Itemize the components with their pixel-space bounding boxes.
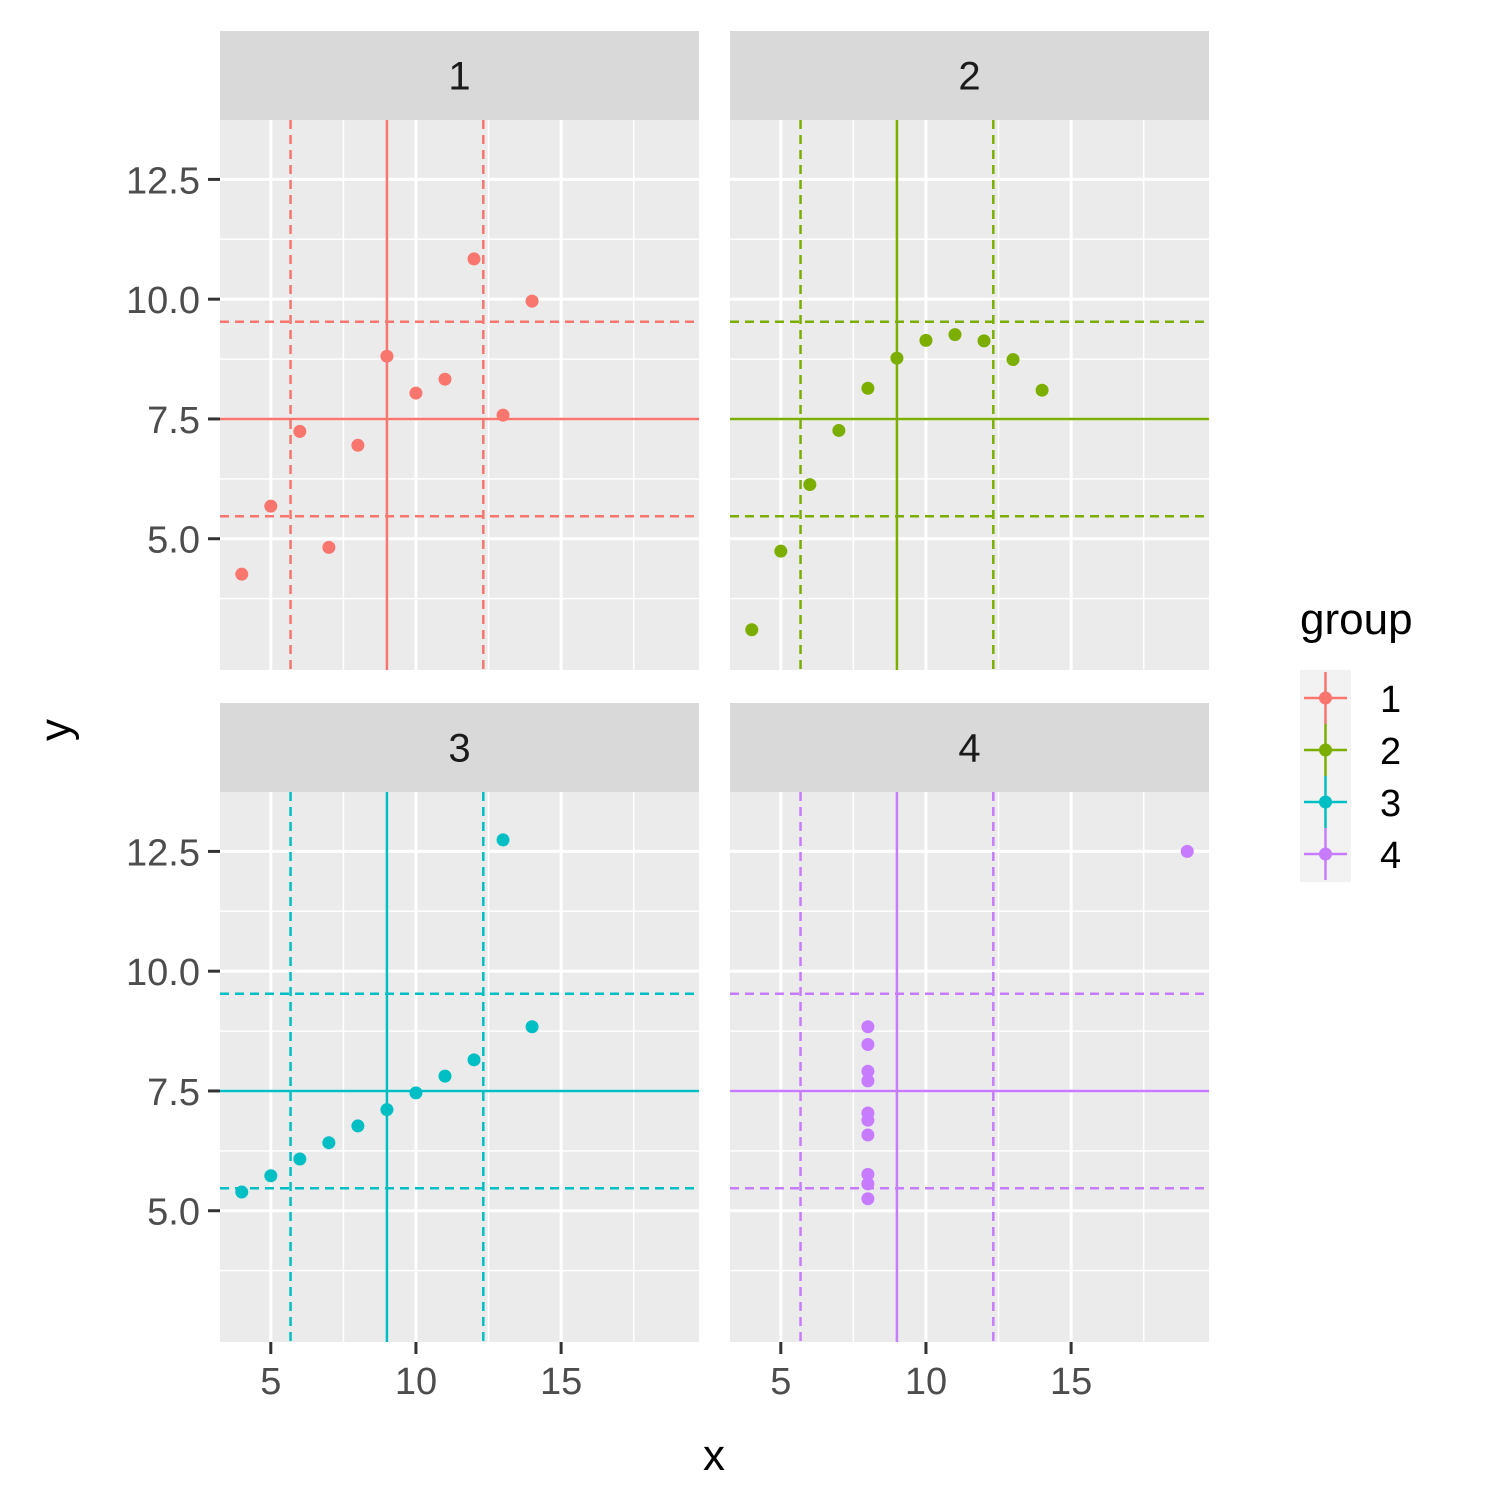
facet-strip	[730, 703, 1209, 792]
data-point	[293, 1152, 307, 1166]
data-point	[293, 424, 307, 438]
x-tick-label: 5	[770, 1361, 791, 1403]
legend-label: 4	[1380, 835, 1401, 877]
legend-item-3: 3	[1304, 776, 1401, 828]
y-tick-label: 5.0	[147, 520, 200, 562]
data-point	[745, 623, 759, 637]
data-point	[861, 381, 875, 395]
facet-strip-label: 3	[448, 727, 470, 771]
legend-label: 1	[1380, 679, 1401, 721]
data-point	[264, 499, 278, 513]
legend-title: group	[1300, 595, 1413, 644]
legend-item-1: 1	[1304, 672, 1401, 724]
data-point	[380, 349, 394, 363]
facet-strip	[730, 31, 1209, 120]
y-tick-label: 7.5	[147, 400, 200, 442]
y-tick-label: 5.0	[147, 1192, 200, 1234]
data-point	[919, 333, 933, 347]
legend-key-point	[1319, 743, 1332, 757]
data-point	[496, 408, 510, 422]
data-point	[890, 351, 904, 365]
y-tick-label: 7.5	[147, 1072, 200, 1114]
legend-item-2: 2	[1304, 724, 1401, 776]
data-point	[1006, 353, 1020, 367]
data-point	[467, 1053, 481, 1067]
facet-strip-label: 1	[448, 55, 470, 99]
legend-key-point	[1319, 847, 1332, 861]
data-point	[409, 386, 423, 400]
x-tick-label: 15	[540, 1361, 582, 1403]
x-axis-label: x	[703, 1431, 725, 1480]
data-point	[351, 438, 365, 452]
legend-key-point	[1319, 795, 1332, 809]
panel-background	[730, 792, 1209, 1342]
data-point	[861, 1074, 875, 1088]
data-point	[977, 334, 991, 348]
panel-background	[730, 120, 1209, 670]
data-point	[861, 1128, 875, 1142]
data-point	[235, 1185, 249, 1199]
facet-panel-1: 1	[220, 31, 699, 670]
data-point	[438, 372, 452, 386]
data-point	[351, 1119, 365, 1133]
data-point	[861, 1064, 875, 1078]
data-point	[322, 540, 336, 554]
data-point	[861, 1113, 875, 1127]
data-point	[438, 1069, 452, 1083]
legend-label: 3	[1380, 783, 1401, 825]
data-point	[264, 1169, 278, 1183]
axes: 5.0 7.5 10.0 12.5 5.0 7.5 10.0 12.5 5 10 15 5 10 15	[126, 160, 1092, 1403]
data-point	[861, 1020, 875, 1034]
legend-key-point	[1319, 691, 1332, 705]
facet-strip-label: 2	[958, 55, 980, 99]
data-point	[803, 478, 817, 492]
y-tick-label: 12.5	[126, 160, 200, 202]
legend-item-4: 4	[1304, 828, 1401, 880]
x-tick-label: 10	[905, 1361, 947, 1403]
facet-strip	[220, 31, 699, 120]
y-tick-label: 10.0	[126, 280, 200, 322]
data-point	[861, 1037, 875, 1051]
data-point	[525, 1020, 539, 1034]
y-tick-label: 10.0	[126, 952, 200, 994]
facet-panel-3: 3	[220, 703, 699, 1342]
facet-strip	[220, 703, 699, 792]
data-point	[409, 1086, 423, 1100]
x-tick-label: 15	[1050, 1361, 1092, 1403]
data-point	[1180, 844, 1194, 858]
facet-panels: 1 2 3 4	[220, 31, 1209, 1342]
panel-background	[220, 792, 699, 1342]
y-axis-label: y	[31, 719, 80, 741]
data-point	[774, 544, 788, 558]
legend-keys: 1 2 3 4	[1300, 670, 1401, 882]
facet-panel-4: 4	[730, 703, 1209, 1342]
y-tick-label: 12.5	[126, 832, 200, 874]
data-point	[861, 1167, 875, 1181]
data-point	[380, 1103, 394, 1117]
panel-background	[220, 120, 699, 670]
data-point	[467, 252, 481, 266]
data-point	[235, 567, 249, 581]
data-point	[1035, 383, 1049, 397]
legend: group 1 2 3 4	[1300, 595, 1413, 882]
facet-strip-label: 4	[958, 727, 980, 771]
data-point	[322, 1136, 336, 1150]
data-point	[948, 328, 962, 342]
data-point	[861, 1177, 875, 1191]
facet-panel-2: 2	[730, 31, 1209, 670]
data-point	[832, 423, 846, 437]
legend-label: 2	[1380, 731, 1401, 773]
data-point	[525, 294, 539, 308]
data-point	[496, 833, 510, 847]
x-tick-label: 10	[395, 1361, 437, 1403]
data-point	[861, 1192, 875, 1206]
x-tick-label: 5	[260, 1361, 281, 1403]
